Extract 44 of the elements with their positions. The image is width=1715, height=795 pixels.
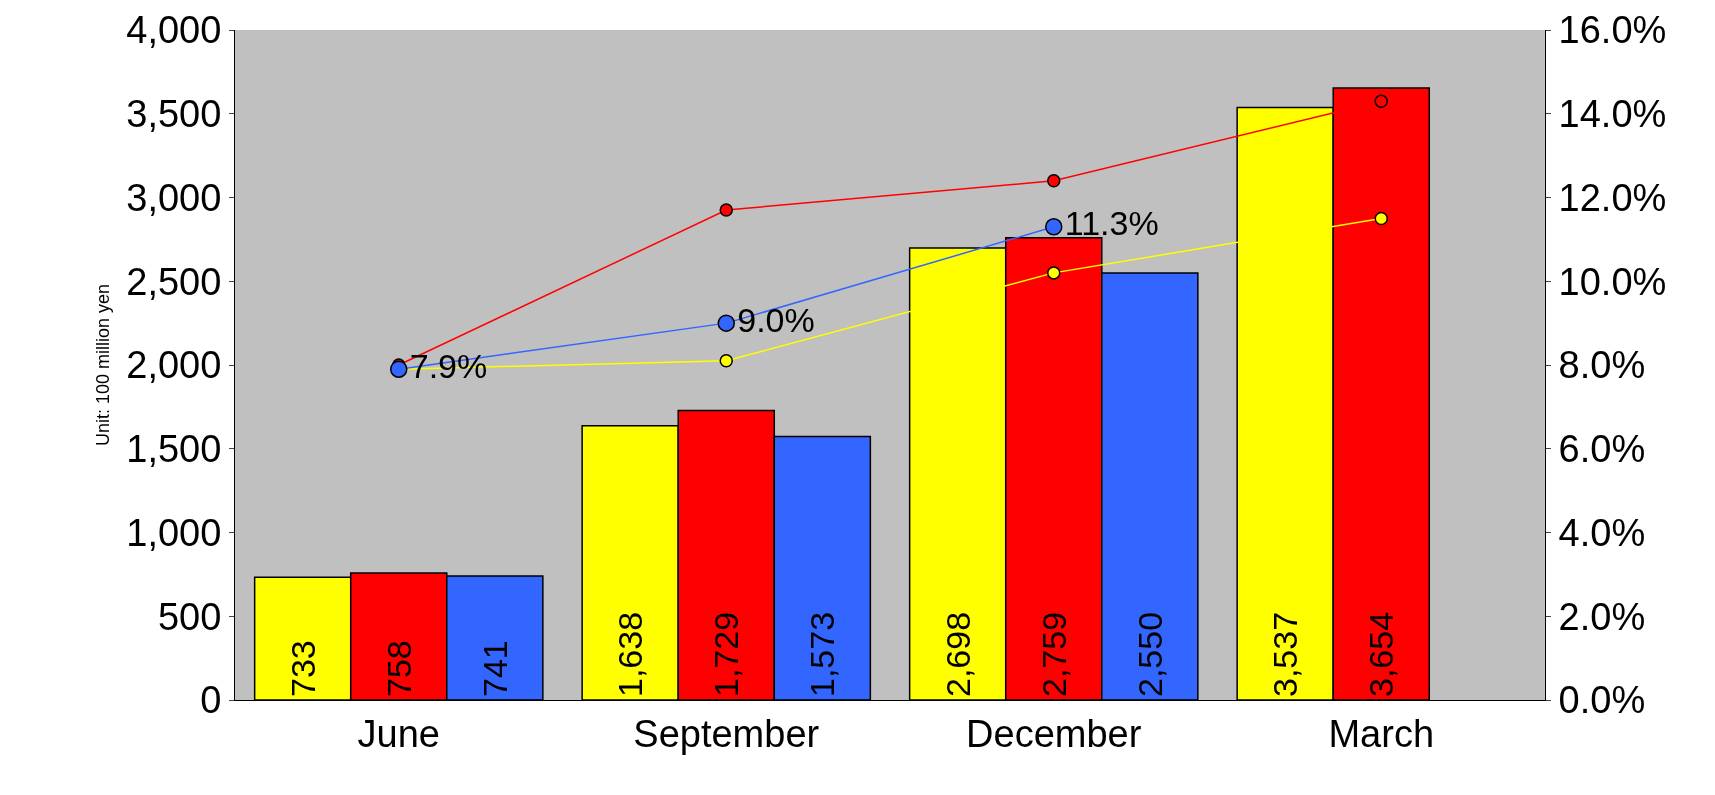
y2-tick-label: 6.0% (1558, 428, 1646, 471)
x-tick-label: June (357, 712, 440, 755)
data-label: 3,537 (1266, 611, 1305, 697)
y2-tick-label: 4.0% (1558, 511, 1646, 554)
y2-tick-label: 8.0% (1558, 344, 1646, 387)
y2-tick-label: 16.0% (1558, 9, 1667, 52)
y-axis-title: Unit: 100 million yen (92, 283, 113, 447)
data-label: 2,698 (938, 611, 977, 697)
y-tick-label: 1,000 (126, 511, 222, 554)
point (717, 314, 735, 332)
data-label: 1,729 (707, 611, 746, 697)
data-label: 741 (475, 640, 514, 697)
x-tick-label: March (1328, 712, 1435, 755)
y-tick-label: 2,000 (126, 344, 222, 387)
point (719, 203, 733, 217)
point (719, 354, 733, 368)
y2-tick-label: 0.0% (1558, 679, 1646, 722)
point (1374, 94, 1388, 108)
data-label: 2,759 (1034, 611, 1073, 697)
y2-tick-label: 2.0% (1558, 595, 1646, 638)
point (1045, 218, 1063, 236)
x-tick-label: December (966, 712, 1142, 755)
data-label: 2,550 (1130, 611, 1169, 697)
y-tick-label: 2,500 (126, 260, 222, 303)
data-label: 9.0% (737, 300, 815, 339)
data-label: 733 (283, 640, 322, 697)
point (1047, 266, 1061, 280)
data-label: 758 (379, 640, 418, 697)
x-tick-label: September (633, 712, 820, 755)
point (1047, 174, 1061, 188)
data-label: 3,654 (1362, 611, 1401, 697)
point (1374, 211, 1388, 226)
data-label: 1,573 (803, 611, 842, 697)
y2-tick-label: 10.0% (1558, 260, 1667, 303)
y2-tick-label: 14.0% (1558, 93, 1667, 136)
y-tick-label: 3,000 (126, 176, 222, 219)
y2-tick-label: 12.0% (1558, 176, 1667, 219)
data-label: 11.3% (1064, 204, 1159, 243)
data-label: 1,638 (611, 611, 650, 697)
y-tick-label: 3,500 (126, 93, 222, 136)
y-tick-label: 500 (157, 595, 222, 638)
y-tick-label: 0 (200, 679, 222, 722)
y-tick-label: 1,500 (126, 428, 222, 471)
y-tick-label: 4,000 (126, 9, 222, 52)
